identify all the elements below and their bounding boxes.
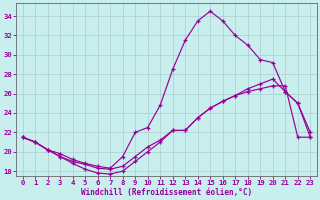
X-axis label: Windchill (Refroidissement éolien,°C): Windchill (Refroidissement éolien,°C) [81,188,252,197]
